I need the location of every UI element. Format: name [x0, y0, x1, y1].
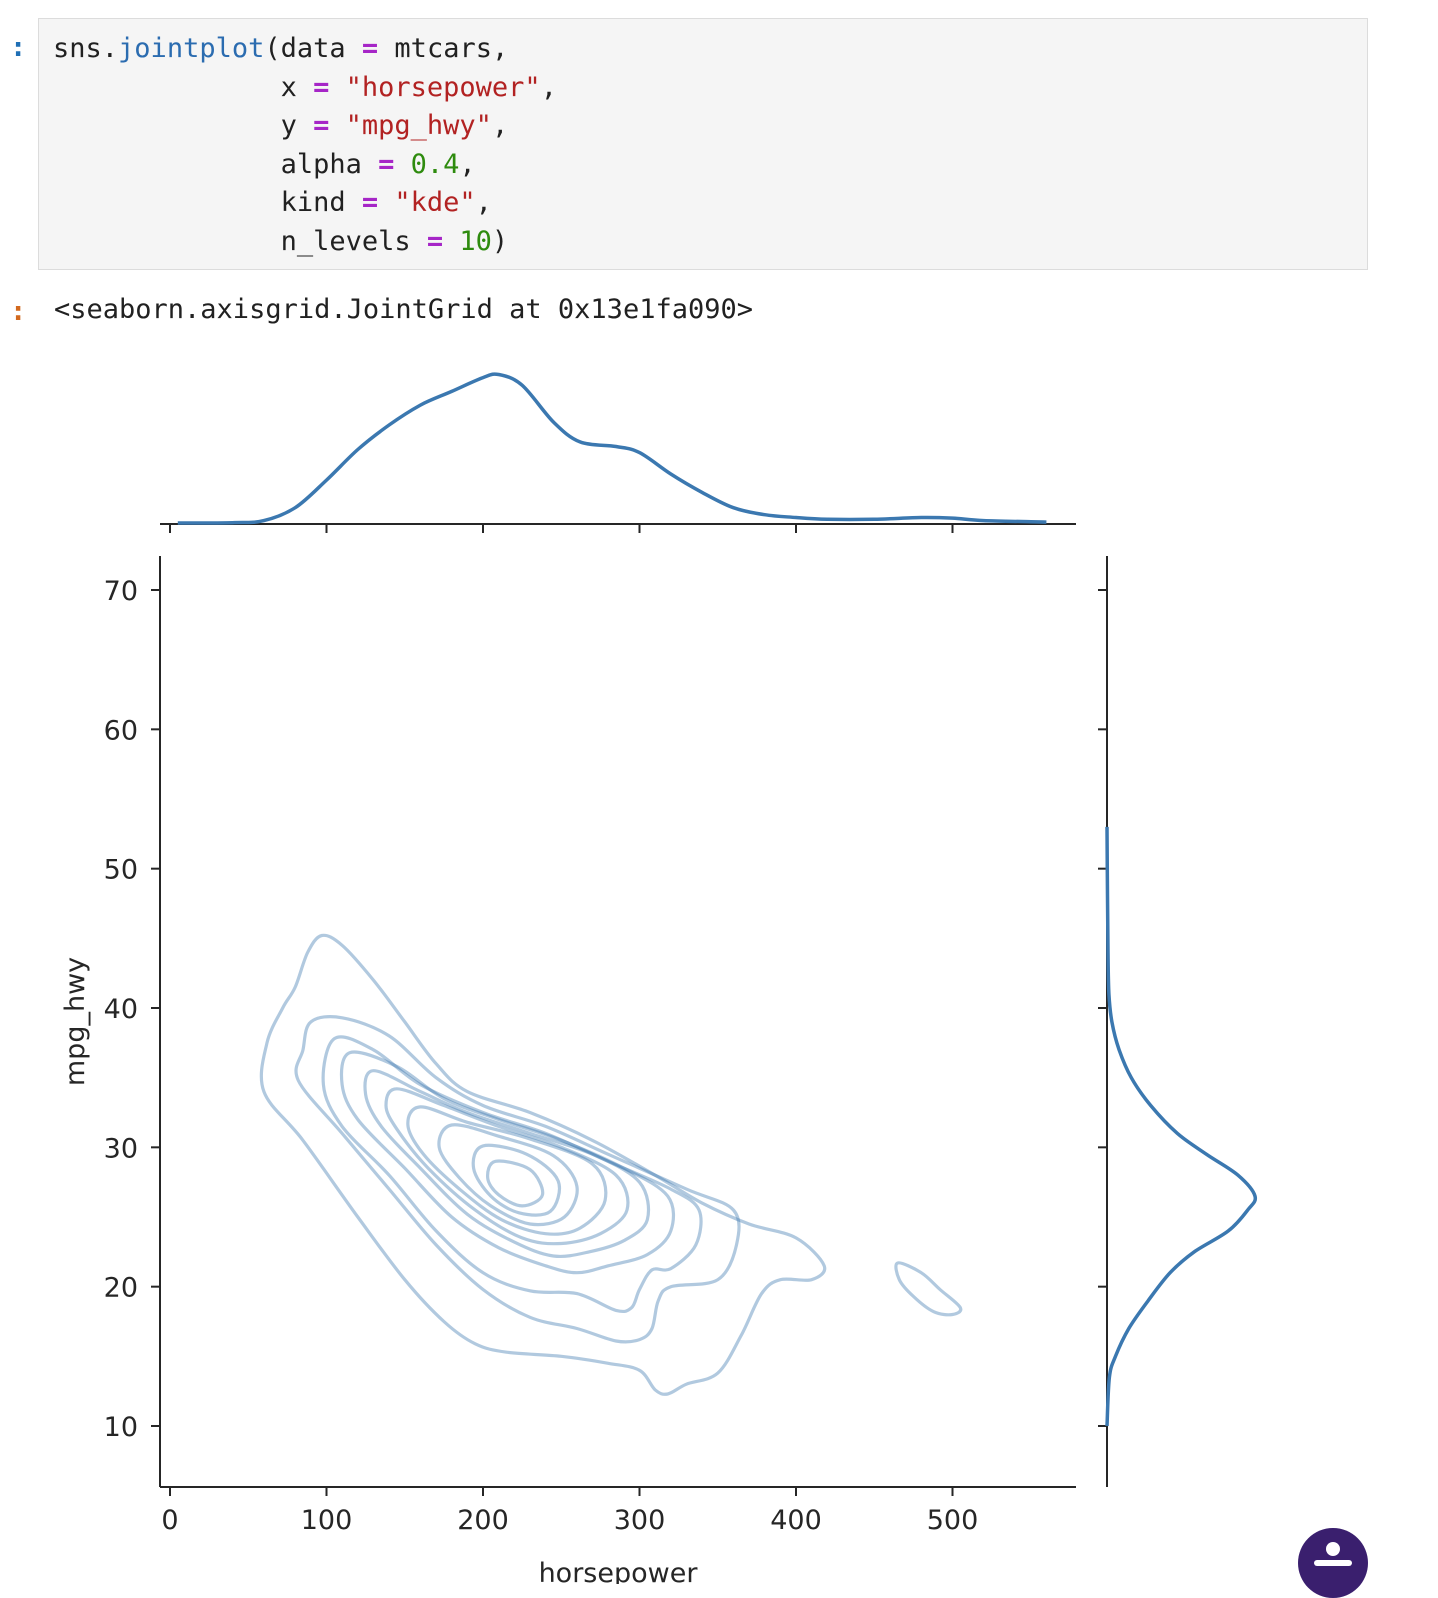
kde-contour-line	[894, 1261, 963, 1317]
x-tick-label: 0	[161, 1505, 178, 1536]
output-text: <seaborn.axisgrid.JointGrid at 0x13e1fa0…	[54, 294, 753, 325]
y-tick-label: 30	[104, 1133, 138, 1164]
kde-contour-line	[437, 1123, 579, 1227]
y-tick-label: 50	[104, 855, 138, 886]
output-prompt: :	[10, 296, 27, 327]
code-line: sns.jointplot(data = mtcars,	[53, 33, 509, 64]
x-tick-label: 500	[927, 1505, 979, 1536]
x-tick-label: 400	[770, 1505, 822, 1536]
kde-contours	[259, 933, 963, 1396]
x-tick-label: 100	[301, 1505, 353, 1536]
kde-contour-line	[486, 1159, 545, 1208]
main-axes: 0 100 200 300 400 500 10 20 30 40 50 60 70	[104, 556, 1076, 1536]
code-line: alpha = 0.4,	[53, 148, 476, 180]
accessibility-button[interactable]	[1298, 1528, 1368, 1598]
x-tick-label: 200	[457, 1505, 509, 1536]
x-density-curve	[177, 372, 1047, 525]
kde-contour-line	[321, 1035, 703, 1314]
accessibility-icon	[1326, 1542, 1340, 1556]
kde-contour-line	[406, 1105, 608, 1236]
kde-contour-line	[294, 1015, 741, 1344]
code-cell[interactable]: sns.jointplot(data = mtcars, x = "horsep…	[38, 18, 1368, 270]
y-tick-label: 70	[104, 576, 138, 607]
code-line: kind = "kde",	[53, 187, 492, 218]
code-line: x = "horsepower",	[53, 71, 557, 103]
input-prompt: :	[10, 32, 27, 63]
y-tick-label: 40	[104, 994, 138, 1025]
y-marginal	[1098, 556, 1258, 1487]
kde-contour-line	[471, 1143, 562, 1217]
kde-contour-line	[339, 1050, 676, 1275]
x-axis-label: horsepower	[539, 1558, 699, 1584]
kde-contour-line	[259, 933, 827, 1396]
y-tick-label: 10	[104, 1412, 138, 1443]
code-line: y = "mpg_hwy",	[53, 110, 509, 141]
y-tick-label: 60	[104, 715, 138, 746]
x-tick-label: 300	[614, 1505, 666, 1536]
kde-contour-line	[363, 1069, 651, 1258]
y-tick-label: 20	[104, 1273, 138, 1304]
code-line: n_levels = 10)	[53, 225, 509, 257]
accessibility-icon-arms	[1314, 1560, 1352, 1566]
x-marginal	[160, 372, 1076, 533]
kde-contour-line	[384, 1087, 630, 1246]
y-axis-label: mpg_hwy	[60, 957, 91, 1086]
y-density-curve	[1105, 826, 1258, 1427]
